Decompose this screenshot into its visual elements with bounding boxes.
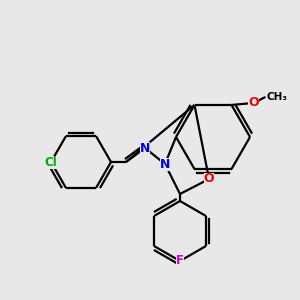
Text: N: N [140, 142, 150, 154]
Text: O: O [204, 172, 214, 185]
Text: CH₃: CH₃ [266, 92, 287, 102]
Text: O: O [248, 97, 259, 110]
Text: Cl: Cl [45, 155, 57, 169]
Text: F: F [176, 254, 184, 268]
Text: N: N [160, 158, 170, 170]
